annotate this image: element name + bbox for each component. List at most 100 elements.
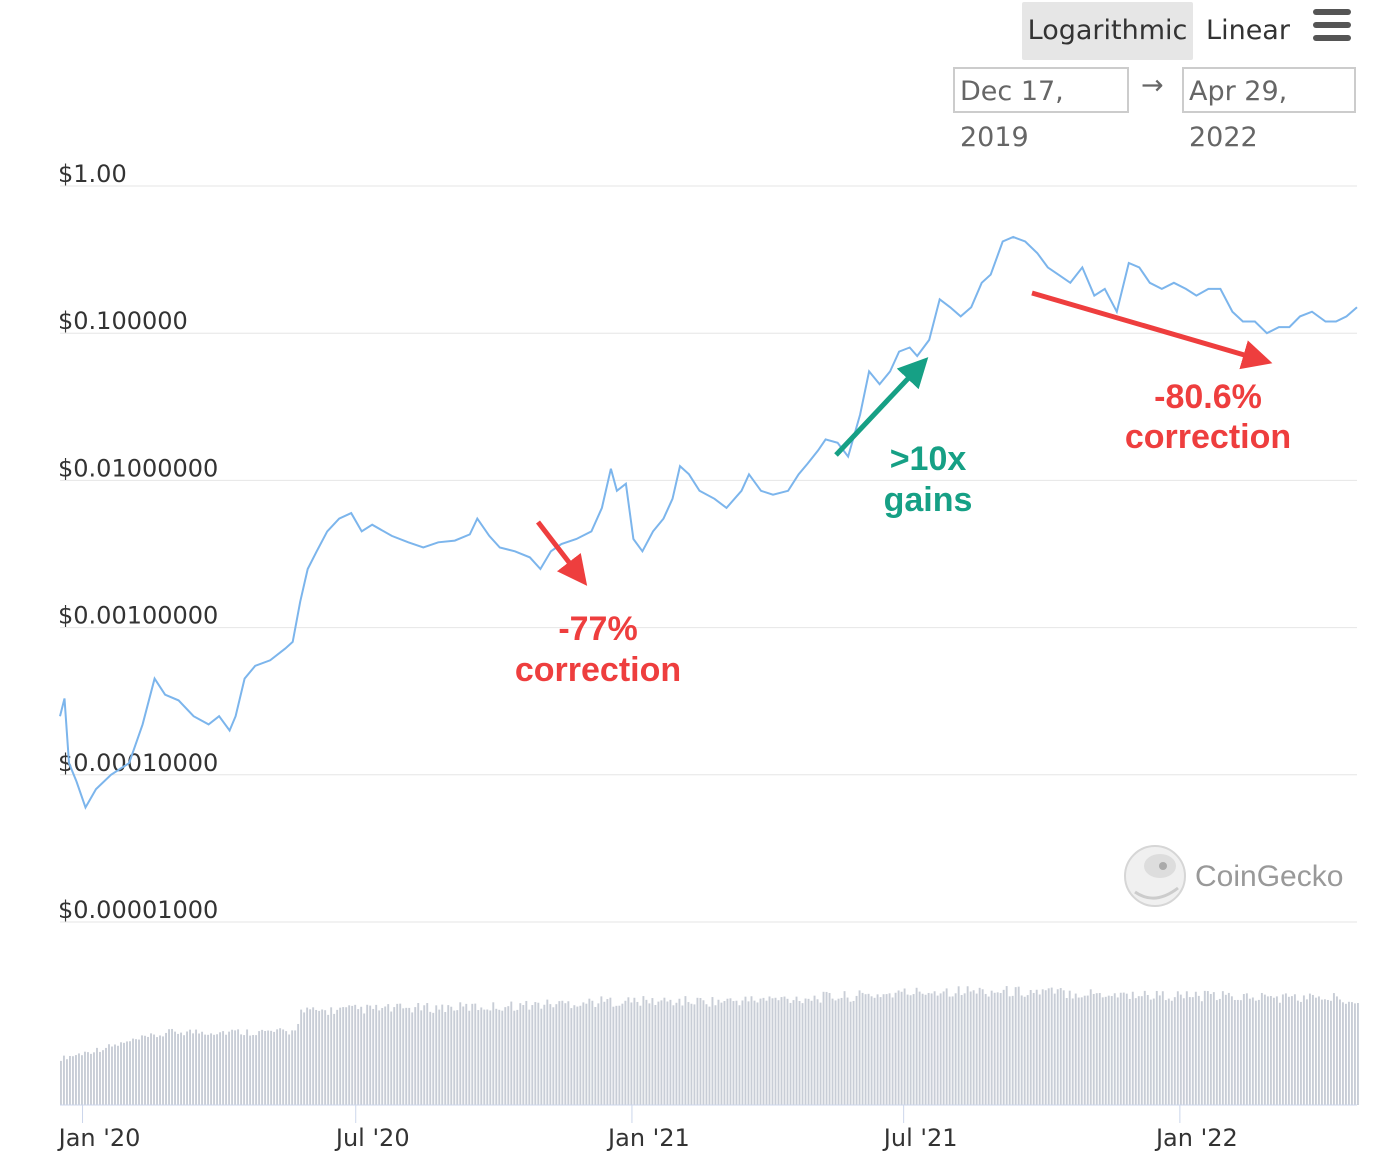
volume-bar (825, 991, 828, 1105)
volume-bar (69, 1055, 71, 1105)
volume-bar (375, 1004, 378, 1105)
volume-bar (1050, 987, 1053, 1105)
volume-bar (207, 1034, 210, 1105)
volume-bar (129, 1041, 131, 1105)
volume-bar (306, 1007, 309, 1105)
volume-bar (318, 1010, 321, 1105)
volume-bar (99, 1051, 101, 1105)
volume-bar (312, 1007, 315, 1105)
volume-bar (330, 1007, 333, 1105)
volume-bar (1287, 996, 1290, 1105)
volume-bar (1317, 996, 1320, 1105)
volume-bar (531, 1005, 534, 1105)
volume-bar (1074, 993, 1077, 1105)
volume-bar (741, 1000, 744, 1105)
volume-bar (1143, 990, 1146, 1105)
volume-bar (561, 1000, 564, 1105)
volume-bar (420, 1010, 423, 1105)
volume-bar (1200, 1001, 1203, 1105)
volume-bar (945, 988, 948, 1105)
hamburger-menu-icon[interactable] (1313, 9, 1353, 43)
volume-bar (960, 995, 963, 1105)
volume-bar (438, 1009, 441, 1105)
volume-bar (963, 993, 966, 1105)
volume-bar (987, 996, 990, 1105)
volume-bar (681, 1005, 684, 1105)
volume-bar (1005, 986, 1008, 1105)
volume-bar (906, 994, 909, 1105)
volume-bar (873, 997, 876, 1105)
volume-bar (432, 1012, 435, 1105)
volume-bar (423, 1005, 426, 1105)
volume-bar (1014, 987, 1017, 1105)
volume-bar (771, 998, 774, 1105)
volume-bar (252, 1035, 255, 1105)
volume-bar (795, 996, 798, 1105)
volume-bar (777, 1000, 780, 1105)
volume-bar (189, 1029, 191, 1105)
volume-bar (345, 1007, 348, 1105)
date-from-input[interactable]: Dec 17, 2019 (953, 67, 1129, 153)
volume-bar (366, 1004, 369, 1105)
volume-bar (1248, 998, 1251, 1105)
volume-bar (387, 1004, 390, 1105)
volume-bar (195, 1029, 198, 1105)
volume-bar (861, 992, 864, 1105)
volume-bar (258, 1031, 261, 1105)
volume-bar (1152, 998, 1155, 1105)
volume-bar (369, 1005, 372, 1105)
linear-scale-button[interactable]: Linear (1206, 15, 1290, 46)
volume-bar (537, 1002, 540, 1105)
volume-bar (84, 1051, 86, 1105)
volume-bar (951, 996, 954, 1105)
volume-bar (660, 1000, 663, 1105)
volume-bar (498, 1009, 501, 1105)
volume-bar (72, 1056, 74, 1105)
volume-bar (519, 1003, 522, 1105)
volume-bar (1224, 994, 1227, 1105)
logarithmic-scale-button[interactable]: Logarithmic (1022, 2, 1193, 60)
volume-bar (216, 1034, 219, 1105)
volume-bar (1164, 1000, 1167, 1105)
volume-bar (237, 1029, 240, 1105)
volume-bar (891, 997, 894, 1105)
annotation-10x-label: gains (884, 481, 973, 519)
volume-bar (1302, 995, 1305, 1105)
volume-bar (390, 1011, 393, 1105)
volume-bar (81, 1055, 83, 1105)
volume-bar (1101, 997, 1104, 1105)
volume-bar (1137, 996, 1140, 1105)
volume-bar (723, 1001, 726, 1105)
volume-bar (348, 1005, 351, 1105)
volume-bar (351, 1005, 354, 1105)
volume-bar (609, 997, 612, 1105)
volume-bar (1056, 989, 1059, 1105)
volume-bar (669, 999, 672, 1105)
volume-bar (510, 1001, 513, 1105)
volume-bar (858, 990, 861, 1105)
volume-bar (762, 997, 765, 1105)
volume-bar (1194, 991, 1197, 1105)
volume-bar (240, 1034, 243, 1105)
volume-bar (876, 994, 879, 1105)
volume-bar (645, 999, 648, 1105)
volume-bar (1086, 995, 1089, 1105)
volume-bar (1242, 994, 1245, 1105)
volume-bar (1149, 999, 1152, 1105)
volume-bar (1158, 995, 1161, 1105)
volume-bar (378, 1010, 381, 1105)
volume-bar (1320, 999, 1323, 1105)
volume-bar (462, 1006, 465, 1105)
volume-bar (1125, 993, 1128, 1105)
volume-bar (798, 1001, 801, 1105)
volume-bar (501, 1010, 504, 1105)
volume-bar (786, 998, 789, 1105)
volume-bar (114, 1044, 116, 1105)
volume-bar (588, 998, 591, 1105)
volume-bar (171, 1028, 173, 1105)
volume-bar (1323, 999, 1326, 1105)
date-to-input[interactable]: Apr 29, 2022 (1182, 67, 1356, 153)
volume-bar (552, 1007, 555, 1105)
volume-bar (483, 1009, 486, 1105)
volume-bar (570, 1008, 573, 1105)
